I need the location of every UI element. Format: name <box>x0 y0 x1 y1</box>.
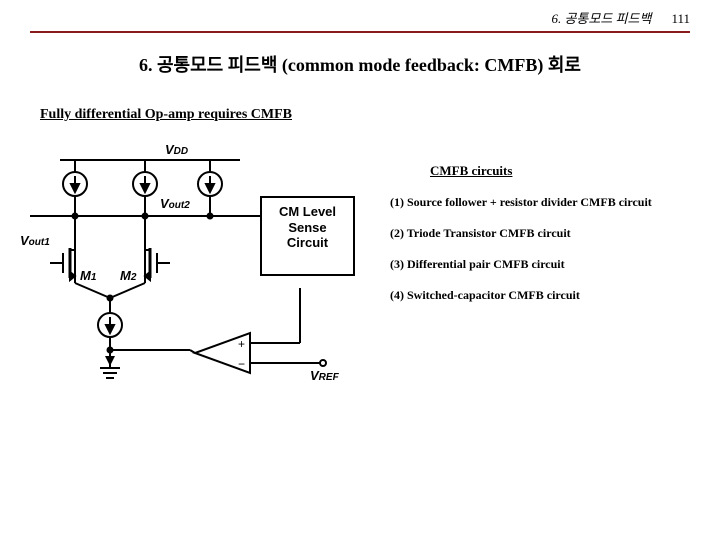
header-divider <box>30 31 690 33</box>
cmfb-item-4: (4) Switched-capacitor CMFB circuit <box>390 288 710 303</box>
label-m2: M2 <box>120 268 136 283</box>
svg-text:−: − <box>238 357 245 371</box>
label-vdd: VDD <box>165 142 188 157</box>
header-page-number: 111 <box>671 11 690 27</box>
cmfb-heading: CMFB circuits <box>430 163 710 179</box>
block-line1: CM Level <box>262 204 353 220</box>
page-title: 6. 공통모드 피드백 (common mode feedback: CMFB)… <box>0 51 720 77</box>
block-line3: Circuit <box>262 235 353 251</box>
cmfb-item-2: (2) Triode Transistor CMFB circuit <box>390 226 710 241</box>
label-vout1: Vout1 <box>20 233 50 248</box>
cm-sense-block: CM Level Sense Circuit <box>260 196 355 276</box>
subtitle: Fully differential Op-amp requires CMFB <box>40 107 720 123</box>
schematic-diagram: + − CM Level Sense Circuit VDD Vout1 <box>20 138 370 403</box>
svg-text:+: + <box>238 337 245 351</box>
header-chapter: 6. 공통모드 피드백 <box>551 8 651 27</box>
label-vout2: Vout2 <box>160 196 190 211</box>
cmfb-item-1: (1) Source follower + resistor divider C… <box>390 195 710 210</box>
label-m1: M1 <box>80 268 96 283</box>
block-line2: Sense <box>262 220 353 236</box>
label-vref: VREF <box>310 368 339 383</box>
cmfb-item-3: (3) Differential pair CMFB circuit <box>390 257 710 272</box>
cmfb-list: CMFB circuits (1) Source follower + resi… <box>390 163 710 319</box>
